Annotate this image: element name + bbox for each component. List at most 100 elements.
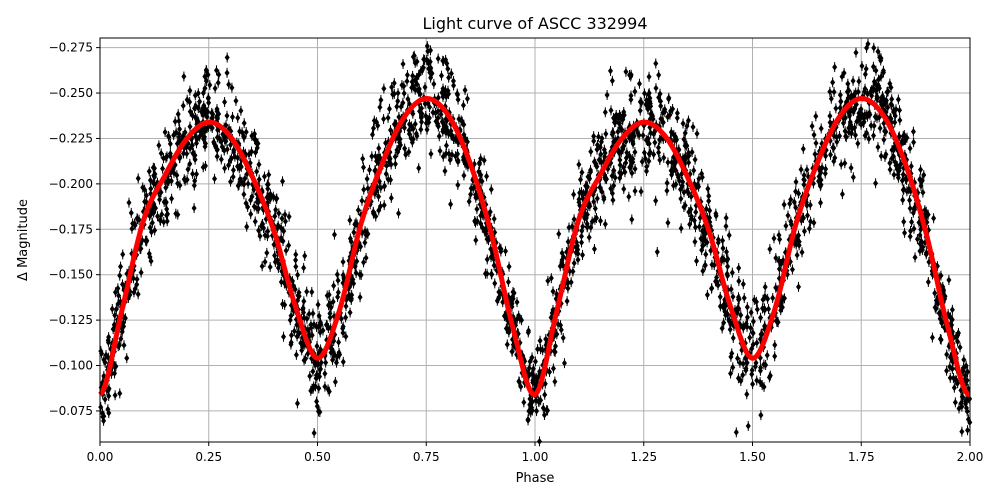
data-point [771,233,777,244]
data-point [645,89,651,100]
data-point [323,319,329,330]
data-point [702,260,708,271]
data-point [370,123,376,134]
data-point [156,140,162,151]
data-point [794,250,800,261]
data-point [353,268,359,279]
data-point [101,354,107,365]
data-point [787,198,793,209]
data-point [641,147,647,158]
data-point [158,187,164,198]
data-point [197,131,203,142]
data-point [588,166,594,177]
data-point [280,299,286,310]
data-point [675,172,681,183]
data-point [484,268,490,279]
data-point [745,420,751,431]
data-point [362,237,368,248]
data-point [398,101,404,112]
data-point [584,181,590,192]
data-point [800,212,806,223]
data-point [519,315,525,326]
data-point [276,208,282,219]
data-point [578,231,584,242]
data-point [440,91,446,102]
data-point [327,312,333,323]
data-point [252,216,258,227]
data-point [932,302,938,313]
data-point [192,103,198,114]
data-point [953,375,959,386]
data-point [187,121,193,132]
data-point [301,307,307,318]
data-point [236,163,242,174]
data-point [662,106,668,117]
data-point [396,208,402,219]
data-point [585,171,591,182]
data-point [964,406,970,417]
data-point [740,279,746,290]
data-point [430,107,436,118]
data-point [402,143,408,154]
data-point [207,80,213,91]
data-point [907,195,913,206]
data-point [628,69,634,80]
data-point [692,154,698,165]
data-point [721,302,727,313]
y-tick-label: −0.275 [49,41,93,55]
x-tick-label: 0.25 [195,450,222,464]
y-tick-label: −0.100 [49,359,93,373]
data-point [923,247,929,258]
data-point [827,149,833,160]
data-point [852,130,858,141]
data-point [203,76,209,87]
data-point [233,95,239,106]
data-point [691,165,697,176]
data-point [200,88,206,99]
data-point [713,210,719,221]
data-point [212,83,218,94]
data-point [388,192,394,203]
data-point [291,326,297,337]
data-point [883,149,889,160]
data-point [214,112,220,123]
data-point [391,88,397,99]
data-point [249,146,255,157]
data-point [143,235,149,246]
data-point [427,67,433,78]
data-point [358,241,364,252]
data-point [811,217,817,228]
data-point [907,203,913,214]
data-point [548,273,554,284]
data-point [665,217,671,228]
data-point [858,112,864,123]
data-point [335,275,341,286]
x-axis-ticks: 0.00 0.25 0.50 0.75 1.00 1.25 1.50 1.75 2.00 [87,442,983,464]
data-point [576,194,582,205]
data-point [163,196,169,207]
data-point [595,131,601,142]
data-point [146,166,152,177]
data-point [222,97,228,108]
data-point [758,362,764,373]
data-point [785,210,791,221]
data-point [609,75,615,86]
data-point [611,180,617,191]
data-point [357,292,363,303]
data-point [308,319,314,330]
data-point [837,102,843,113]
data-point [944,349,950,360]
data-point [862,69,868,80]
data-point [135,289,141,300]
data-point [464,136,470,147]
data-point [703,203,709,214]
data-point [155,211,161,222]
data-point [698,233,704,244]
data-point [484,234,490,245]
data-point [621,110,627,121]
data-point [392,151,398,162]
data-point [801,175,807,186]
data-point [953,332,959,343]
data-point [938,270,944,281]
data-point [556,228,562,239]
